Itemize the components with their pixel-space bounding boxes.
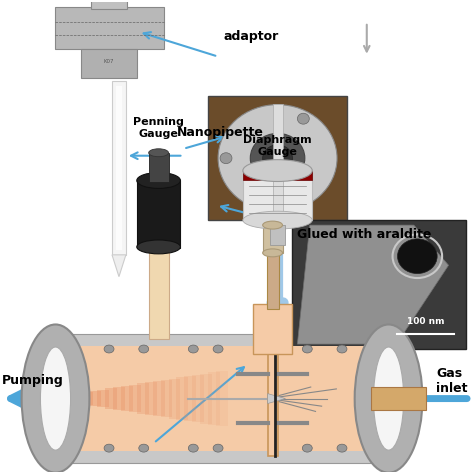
FancyBboxPatch shape <box>116 86 122 250</box>
Ellipse shape <box>355 325 422 473</box>
Ellipse shape <box>263 221 283 229</box>
FancyBboxPatch shape <box>73 393 85 404</box>
FancyBboxPatch shape <box>145 382 156 415</box>
FancyBboxPatch shape <box>268 341 278 456</box>
Polygon shape <box>268 393 285 403</box>
Ellipse shape <box>398 239 437 273</box>
FancyBboxPatch shape <box>149 153 169 182</box>
Ellipse shape <box>137 173 181 189</box>
Ellipse shape <box>250 133 305 183</box>
Text: Nanopipette: Nanopipette <box>176 127 264 139</box>
FancyBboxPatch shape <box>208 372 220 425</box>
Ellipse shape <box>297 192 309 203</box>
FancyBboxPatch shape <box>371 387 426 410</box>
Ellipse shape <box>139 444 149 452</box>
Ellipse shape <box>22 325 90 473</box>
FancyBboxPatch shape <box>270 225 285 245</box>
FancyBboxPatch shape <box>253 304 292 354</box>
Ellipse shape <box>243 160 312 182</box>
FancyBboxPatch shape <box>263 225 283 253</box>
Ellipse shape <box>104 345 114 353</box>
FancyBboxPatch shape <box>273 104 283 212</box>
Ellipse shape <box>137 240 181 254</box>
FancyBboxPatch shape <box>161 380 173 418</box>
FancyBboxPatch shape <box>200 374 212 424</box>
FancyBboxPatch shape <box>153 381 164 416</box>
FancyBboxPatch shape <box>137 181 181 248</box>
FancyBboxPatch shape <box>216 371 228 426</box>
Ellipse shape <box>374 347 404 450</box>
Ellipse shape <box>149 149 169 157</box>
FancyBboxPatch shape <box>129 385 141 412</box>
FancyBboxPatch shape <box>81 392 93 405</box>
Text: Diaphragm
Gauge: Diaphragm Gauge <box>243 135 312 157</box>
Polygon shape <box>112 255 126 277</box>
Ellipse shape <box>40 347 71 450</box>
Ellipse shape <box>337 345 347 353</box>
FancyBboxPatch shape <box>55 7 164 49</box>
Text: Penning
Gauge: Penning Gauge <box>133 117 184 139</box>
Text: K07: K07 <box>104 59 114 64</box>
FancyBboxPatch shape <box>176 377 188 420</box>
Ellipse shape <box>302 345 312 353</box>
FancyBboxPatch shape <box>89 391 101 406</box>
FancyBboxPatch shape <box>97 390 109 408</box>
FancyBboxPatch shape <box>113 387 125 410</box>
Ellipse shape <box>213 345 223 353</box>
FancyBboxPatch shape <box>243 171 312 181</box>
FancyBboxPatch shape <box>149 245 169 339</box>
FancyBboxPatch shape <box>267 250 279 310</box>
Ellipse shape <box>263 145 292 172</box>
Ellipse shape <box>243 211 312 229</box>
Ellipse shape <box>188 345 198 353</box>
FancyBboxPatch shape <box>243 171 312 220</box>
FancyBboxPatch shape <box>105 388 117 409</box>
Text: adaptor: adaptor <box>223 30 278 43</box>
Polygon shape <box>297 225 448 344</box>
Ellipse shape <box>337 444 347 452</box>
FancyBboxPatch shape <box>192 375 204 422</box>
FancyBboxPatch shape <box>137 383 149 414</box>
Ellipse shape <box>213 444 223 452</box>
Ellipse shape <box>139 345 149 353</box>
FancyBboxPatch shape <box>121 386 133 411</box>
FancyBboxPatch shape <box>81 49 137 78</box>
FancyBboxPatch shape <box>91 0 127 9</box>
FancyBboxPatch shape <box>112 82 126 255</box>
Ellipse shape <box>263 249 283 257</box>
FancyBboxPatch shape <box>169 379 181 419</box>
Ellipse shape <box>188 444 198 452</box>
Text: 100 nm: 100 nm <box>407 317 444 326</box>
Ellipse shape <box>297 113 309 124</box>
Ellipse shape <box>218 105 337 212</box>
Text: Glued with araldite: Glued with araldite <box>297 228 432 241</box>
FancyBboxPatch shape <box>65 346 379 451</box>
Ellipse shape <box>104 444 114 452</box>
FancyBboxPatch shape <box>292 220 466 349</box>
Text: Pumping: Pumping <box>2 374 64 387</box>
Text: Gas
inlet: Gas inlet <box>436 367 468 395</box>
FancyBboxPatch shape <box>208 96 347 220</box>
FancyBboxPatch shape <box>55 334 389 463</box>
FancyBboxPatch shape <box>65 395 77 402</box>
FancyBboxPatch shape <box>184 376 196 421</box>
Ellipse shape <box>302 444 312 452</box>
Ellipse shape <box>220 153 232 164</box>
